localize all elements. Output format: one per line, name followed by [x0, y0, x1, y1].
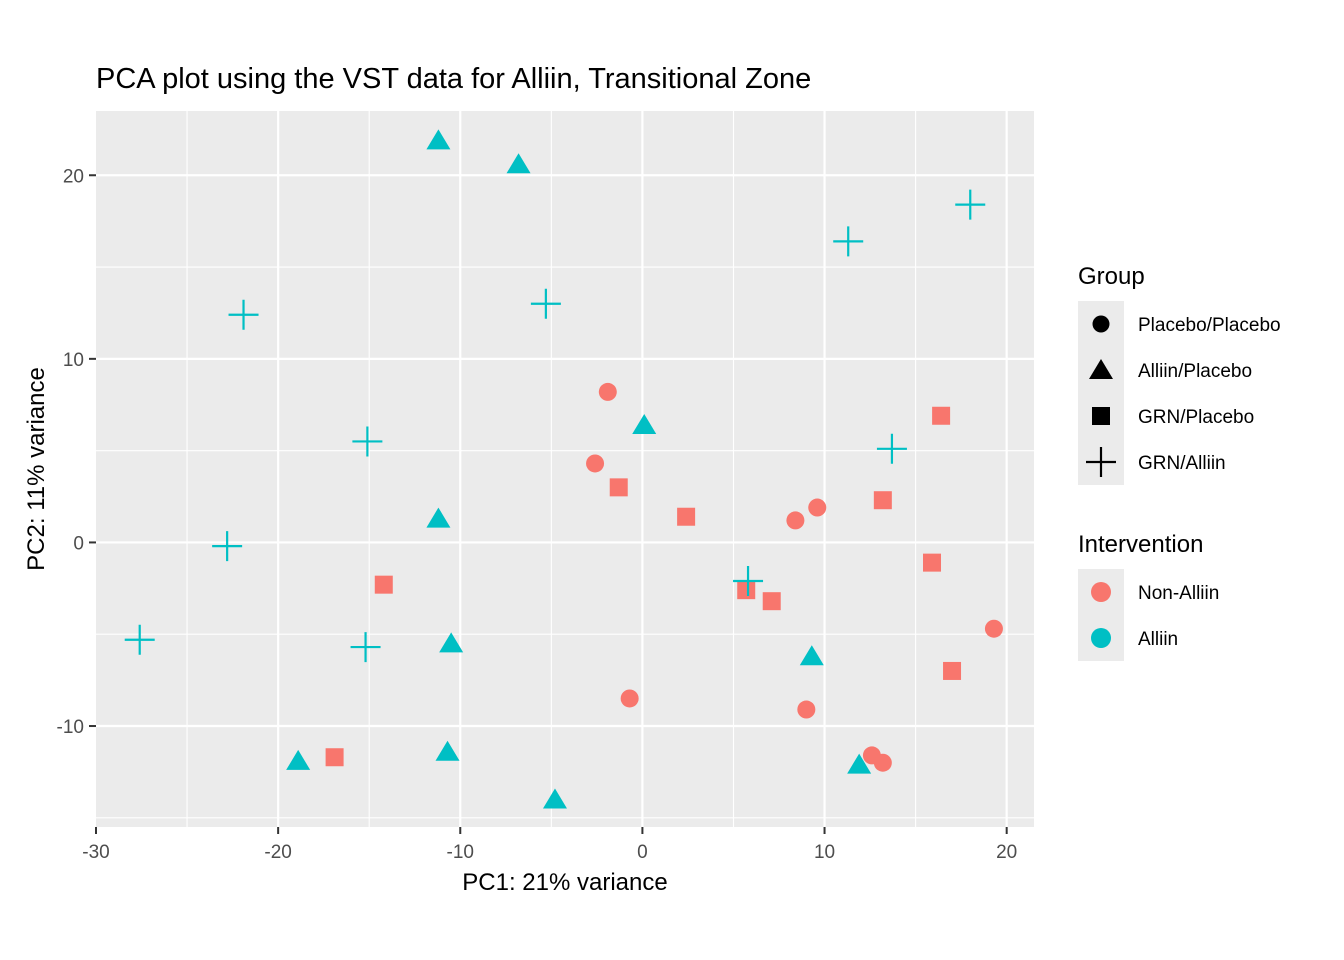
grid-lines	[96, 111, 1034, 827]
data-point-square	[943, 661, 962, 680]
x-tick-label: 20	[996, 842, 1017, 863]
data-point-plus	[876, 433, 907, 464]
data-point-circle	[873, 753, 892, 772]
legend-key-color	[1091, 582, 1111, 602]
data-point-triangle	[426, 129, 451, 150]
plot-background	[96, 111, 1034, 827]
data-point-circle	[797, 700, 816, 719]
legend-title: Intervention	[1078, 531, 1203, 558]
data-point-triangle	[632, 413, 657, 434]
data-point-circle	[808, 498, 827, 517]
legend-title: Group	[1078, 263, 1145, 290]
x-tick-label: -10	[447, 842, 474, 863]
legend-label: Non-Alliin	[1138, 583, 1219, 604]
data-point-square	[609, 478, 628, 497]
data-point-square	[932, 406, 951, 425]
y-tick-label: 10	[63, 350, 84, 371]
legend-key-circle	[1092, 315, 1110, 333]
data-point-square	[873, 491, 892, 510]
data-point-circle	[984, 619, 1003, 638]
legend-key-color	[1091, 628, 1111, 648]
data-point-plus	[833, 226, 864, 257]
data-point-circle	[586, 454, 605, 473]
data-point-triangle	[426, 507, 451, 528]
x-tick-label: -30	[82, 842, 109, 863]
legend-label: Placebo/Placebo	[1138, 315, 1281, 336]
legend-key-square	[1092, 407, 1110, 425]
data-point-triangle	[439, 632, 464, 653]
data-point-square	[374, 575, 393, 594]
data-point-plus	[955, 189, 986, 220]
legend-label: GRN/Alliin	[1138, 453, 1226, 474]
legend-label: Alliin	[1138, 629, 1178, 650]
legend: Group Placebo/Placebo Alliin/Placebo GRN/Pl…	[1078, 263, 1281, 661]
data-points	[124, 129, 1003, 809]
data-point-plus	[733, 565, 764, 596]
data-point-square	[737, 581, 756, 600]
data-point-plus	[350, 632, 381, 663]
data-point-triangle	[542, 788, 567, 809]
legend-label: GRN/Placebo	[1138, 407, 1254, 428]
chart-title: PCA plot using the VST data for Alliin, …	[96, 63, 811, 95]
x-tick-label: -20	[264, 842, 291, 863]
plot-panel	[96, 111, 1034, 827]
data-point-plus	[352, 426, 383, 457]
legend-label: Alliin/Placebo	[1138, 361, 1252, 382]
data-point-plus	[212, 531, 243, 562]
y-tick-label: 20	[63, 166, 84, 187]
legend-key-triangle	[1089, 359, 1113, 379]
data-point-plus	[530, 288, 561, 319]
x-tick-label: 10	[814, 842, 835, 863]
data-point-circle	[620, 689, 639, 708]
data-point-triangle	[286, 749, 311, 770]
x-axis-title: PC1: 21% variance	[462, 869, 667, 896]
data-point-square	[923, 553, 942, 572]
legend-key-plus	[1086, 447, 1116, 477]
data-point-triangle	[847, 753, 872, 774]
data-point-circle	[598, 382, 617, 401]
data-point-plus	[228, 299, 259, 330]
data-point-circle	[786, 511, 805, 530]
y-tick-label: 0	[73, 533, 84, 554]
data-point-triangle	[506, 153, 531, 174]
data-point-square	[762, 592, 781, 611]
data-point-triangle	[435, 740, 460, 761]
data-point-square	[677, 507, 696, 526]
data-point-square	[325, 748, 344, 767]
data-point-plus	[124, 624, 155, 655]
data-point-triangle	[799, 645, 824, 666]
y-tick-label: -10	[57, 717, 84, 738]
y-axis-title: PC2: 11% variance	[23, 367, 50, 571]
x-tick-label: 0	[637, 842, 648, 863]
axes: -30 -20 -10 0 10 20 -10 0 10 20	[57, 166, 1018, 863]
